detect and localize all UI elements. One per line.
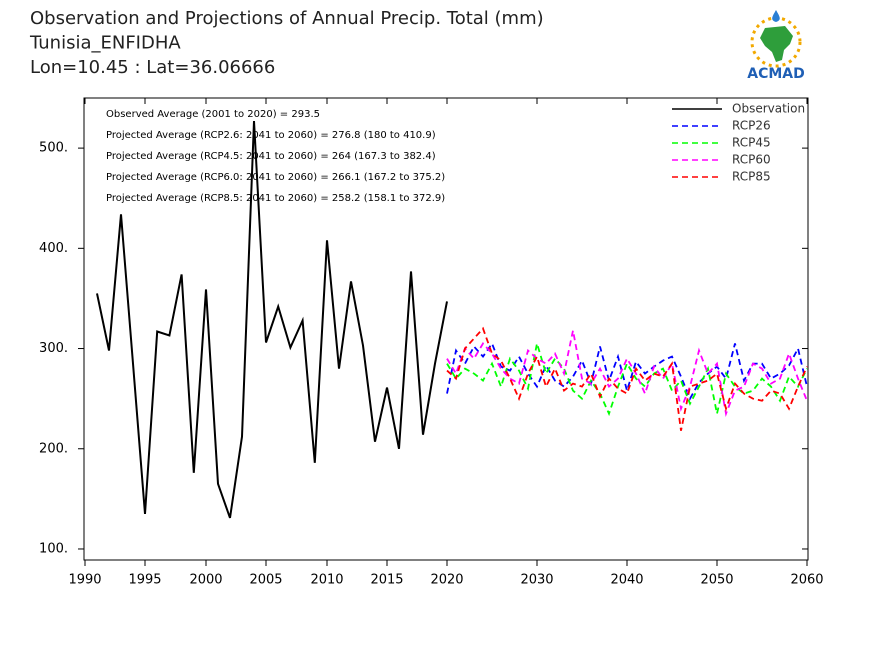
annotation: Projected Average (RCP6.0: 2041 to 2060)… [106, 172, 445, 183]
x-tick-label: 2010 [310, 573, 343, 588]
logo-africa [760, 26, 793, 62]
logo-text: ACMAD [747, 66, 805, 82]
legend-label: RCP85 [732, 170, 771, 184]
plot-frame [83, 97, 809, 561]
chart-title: Lon=10.45 : Lat=36.06666 [30, 57, 275, 78]
x-tick-label: 2030 [520, 573, 553, 588]
chart-title: Tunisia_ENFIDHA [29, 33, 181, 54]
series-line [446, 326, 808, 431]
annotation: Projected Average (RCP2.6: 2041 to 2060)… [106, 130, 436, 141]
x-tick-label: 2020 [430, 573, 463, 588]
x-tick-label: 2000 [189, 573, 222, 588]
legend-label: RCP26 [732, 119, 771, 133]
logo-drop [772, 10, 780, 22]
annotation: Observed Average (2001 to 2020) = 293.5 [106, 109, 320, 120]
series-line [96, 120, 448, 519]
y-tick-label: 300. [39, 341, 68, 356]
annotation: Projected Average (RCP4.5: 2041 to 2060)… [106, 151, 436, 162]
x-tick-label: 2005 [249, 573, 282, 588]
chart-title: Observation and Projections of Annual Pr… [30, 8, 544, 29]
series-line [446, 343, 808, 417]
x-tick-label: 2015 [370, 573, 403, 588]
legend-label: Observation [732, 102, 805, 116]
x-tick-label: 2040 [610, 573, 643, 588]
logo: ACMAD [747, 10, 805, 82]
x-tick-label: 2050 [700, 573, 733, 588]
legend-label: RCP45 [732, 136, 771, 150]
y-tick-label: 400. [39, 241, 68, 256]
series-line [446, 330, 808, 418]
y-tick-label: 100. [39, 541, 68, 556]
x-tick-label: 1995 [128, 573, 161, 588]
x-tick-label: 2060 [790, 573, 823, 588]
y-tick-label: 500. [39, 141, 68, 156]
y-tick-label: 200. [39, 441, 68, 456]
legend-label: RCP60 [732, 153, 771, 167]
annotation: Projected Average (RCP8.5: 2041 to 2060)… [106, 193, 445, 204]
x-tick-label: 1990 [68, 573, 101, 588]
